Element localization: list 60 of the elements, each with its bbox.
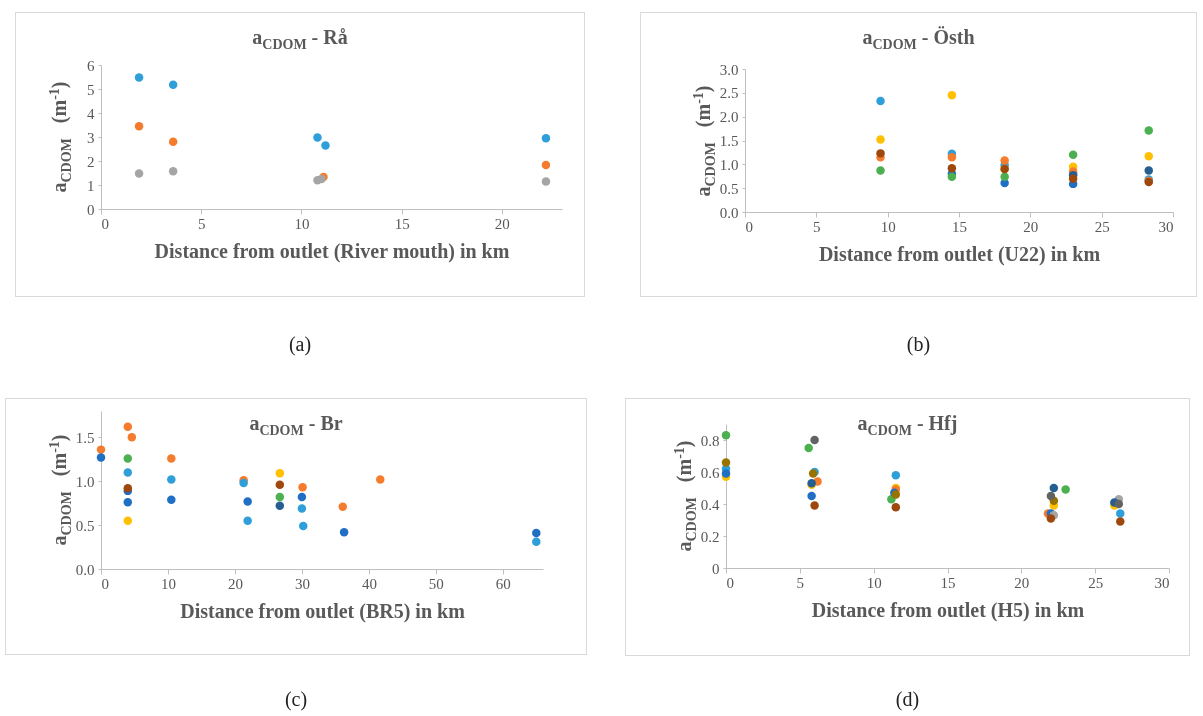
y-tick-label: 0.0: [75, 561, 95, 578]
x-tick-label: 5: [796, 574, 805, 591]
y-tick-label: 5: [87, 81, 95, 98]
x-tick-label: 30: [294, 575, 310, 592]
x-tick-label: 30: [1158, 218, 1174, 235]
y-tick-label: 1: [87, 177, 95, 194]
y-tick-label: 0: [87, 201, 95, 218]
y-tick-label: 0.4: [700, 496, 720, 513]
x-tick-label: 10: [880, 218, 896, 235]
x-tick-label: 25: [1094, 218, 1110, 235]
x-tick-label: 15: [952, 218, 967, 235]
x-tick-label: 40: [361, 575, 377, 592]
x-axis-title: Distance from outlet (H5) in km: [811, 598, 1085, 622]
x-tick-label: 10: [160, 575, 176, 592]
y-tick-label: 1.0: [719, 156, 739, 173]
x-tick-label: 20: [227, 575, 243, 592]
x-tick-label: 15: [394, 215, 410, 232]
x-tick-label: 20: [1023, 218, 1039, 235]
chart-title: a$_{CDOM}$ - Hfj: [857, 412, 958, 438]
chart-title: a$_{CDOM}$ - Rå: [251, 26, 349, 53]
y-tick-label: 3.0: [719, 61, 739, 78]
text: (a): [288, 333, 312, 356]
text: (b): [906, 333, 931, 356]
x-axis-title: Distance from outlet (River mouth) in km: [154, 239, 510, 263]
y-tick-label: 6: [87, 57, 95, 74]
y-tick-label: 2: [87, 153, 95, 170]
x-tick-label: 20: [494, 215, 510, 232]
x-tick-label: 0: [101, 575, 109, 592]
chart-title: a$_{CDOM}$ - Östh: [861, 26, 976, 53]
x-tick-label: 20: [1014, 574, 1030, 591]
y-tick-label: 0.8: [700, 432, 720, 449]
y-tick-label: 0.5: [75, 517, 95, 534]
y-tick-label: 3: [87, 129, 95, 146]
x-tick-label: 5: [197, 215, 206, 232]
x-tick-label: 10: [294, 215, 310, 232]
x-tick-label: 30: [1154, 574, 1170, 591]
y-tick-label: 0.5: [719, 180, 739, 197]
chart-title: a$_{CDOM}$ - Br: [249, 412, 343, 438]
x-tick-label: 0: [745, 218, 753, 235]
x-tick-label: 10: [866, 574, 882, 591]
x-axis-title: Distance from outlet (U22) in km: [818, 242, 1101, 266]
text: (c): [284, 688, 308, 711]
x-tick-label: 25: [1088, 574, 1104, 591]
x-tick-label: 0: [101, 215, 109, 232]
y-tick-label: 2.0: [719, 109, 739, 126]
y-tick-label: 2.5: [719, 85, 739, 102]
y-tick-label: 1.0: [75, 473, 95, 490]
y-tick-label: 1.5: [75, 429, 95, 446]
y-tick-label: 1.5: [719, 133, 739, 149]
y-tick-label: 0.2: [700, 528, 720, 545]
y-tick-label: 0.0: [719, 204, 739, 221]
y-tick-label: 4: [87, 105, 95, 122]
x-tick-label: 15: [940, 574, 956, 591]
x-tick-label: 60: [495, 575, 511, 592]
text: (d): [895, 688, 920, 711]
x-axis-title: Distance from outlet (BR5) in km: [180, 599, 466, 623]
y-tick-label: 0: [712, 560, 720, 577]
y-tick-label: 0.6: [700, 464, 720, 481]
x-tick-label: 5: [813, 218, 821, 235]
x-tick-label: 50: [428, 575, 444, 592]
